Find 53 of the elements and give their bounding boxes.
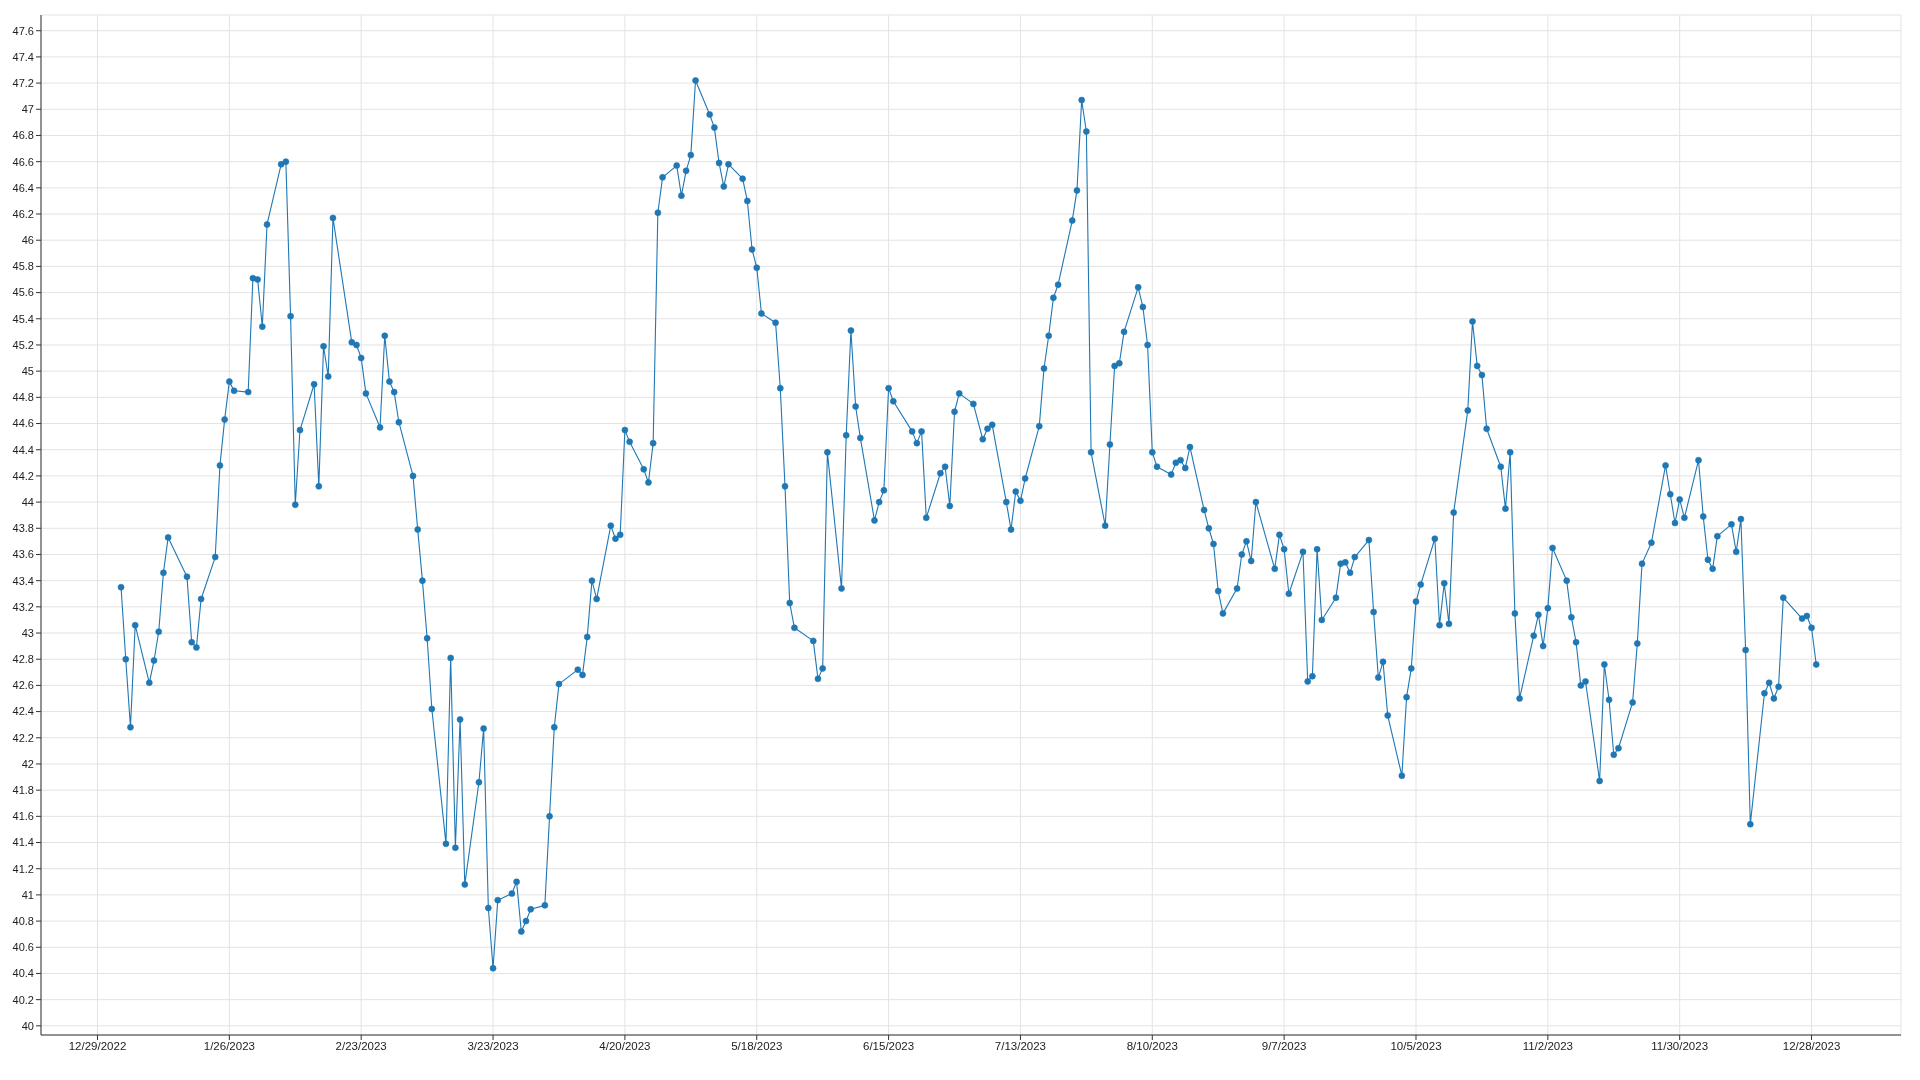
x-tick-label: 6/15/2023 [863, 1040, 915, 1053]
x-tick-label: 11/30/2023 [1651, 1040, 1709, 1053]
y-tick-label: 45.4 [12, 312, 34, 325]
y-tick-label: 47.2 [12, 76, 34, 89]
y-tick-label: 43.2 [12, 600, 34, 613]
y-tick-label: 43.4 [12, 574, 34, 587]
y-tick-label: 46.6 [12, 155, 34, 168]
y-tick-label: 46.2 [12, 207, 34, 220]
x-tick-label: 3/23/2023 [467, 1040, 519, 1053]
x-tick-label: 9/7/2023 [1261, 1040, 1307, 1053]
y-tick-label: 40.8 [12, 914, 34, 927]
y-tick-label: 45.6 [12, 286, 34, 299]
x-tick-label: 4/20/2023 [599, 1040, 651, 1053]
y-tick-label: 41.8 [12, 784, 34, 797]
y-tick-label: 45.8 [12, 260, 34, 273]
y-tick-label: 41.6 [12, 810, 34, 823]
y-tick-label: 42.8 [12, 653, 34, 666]
y-tick-label: 40.4 [12, 967, 34, 980]
y-tick-label: 40 [21, 1019, 34, 1032]
y-tick-label: 43.8 [12, 522, 34, 535]
y-tick-label: 44.8 [12, 391, 34, 404]
y-tick-label: 43.6 [12, 548, 34, 561]
x-tick-label: 7/13/2023 [994, 1040, 1047, 1053]
y-tick-label: 44.4 [12, 443, 34, 456]
x-tick-label: 2/23/2023 [335, 1040, 387, 1053]
y-tick-label: 44.2 [12, 469, 34, 482]
y-tick-label: 42.4 [12, 705, 34, 718]
y-tick-label: 41.4 [12, 836, 34, 849]
y-tick-label: 42.6 [12, 679, 34, 692]
y-tick-label: 46.8 [12, 129, 34, 142]
y-tick-label: 42 [21, 757, 34, 770]
x-tick-label: 5/18/2023 [731, 1040, 783, 1053]
y-tick-label: 46.4 [12, 181, 34, 194]
y-tick-label: 47 [21, 103, 34, 116]
y-tick-label: 42.2 [12, 731, 34, 744]
y-tick-label: 46 [21, 234, 34, 247]
y-tick-label: 44.6 [12, 417, 34, 430]
y-tick-label: 45.2 [12, 338, 34, 351]
x-tick-label: 8/10/2023 [1126, 1040, 1178, 1053]
y-tick-label: 47.6 [12, 24, 34, 37]
x-tick-label: 1/26/2023 [203, 1040, 255, 1053]
y-tick-label: 45 [21, 365, 34, 378]
y-tick-label: 44 [21, 495, 34, 508]
y-tick-label: 43 [21, 626, 34, 639]
y-tick-label: 40.6 [12, 941, 34, 954]
y-tick-label: 41 [21, 888, 34, 901]
x-tick-label: 12/28/2023 [1782, 1040, 1841, 1053]
x-tick-label: 11/2/2023 [1522, 1040, 1573, 1053]
y-tick-label: 47.4 [12, 50, 34, 63]
x-tick-label: 12/29/2022 [68, 1040, 127, 1053]
y-tick-label: 41.2 [12, 862, 34, 875]
x-tick-label: 10/5/2023 [1390, 1040, 1442, 1053]
y-tick-label: 40.2 [12, 993, 34, 1006]
